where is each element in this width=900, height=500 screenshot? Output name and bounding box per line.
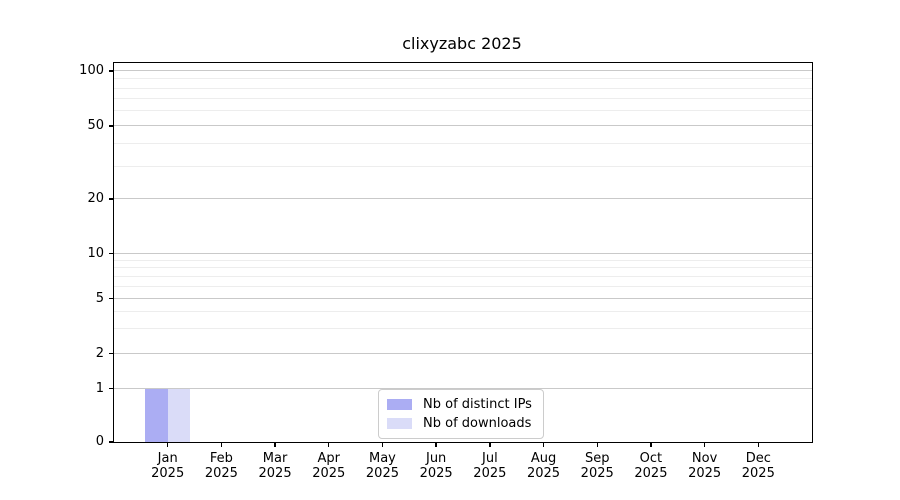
x-tick-label: Sep 2025	[580, 451, 614, 481]
y-tick-mark	[109, 387, 113, 390]
x-tick-label: Aug 2025	[526, 451, 561, 481]
minor-gridline	[114, 259, 812, 261]
y-tick-mark	[109, 253, 113, 255]
major-gridline	[114, 387, 812, 389]
major-gridline	[114, 70, 812, 71]
x-tick-label: Jun 2025	[419, 451, 453, 481]
major-gridline	[114, 297, 812, 299]
chart-title: clixyzabc 2025	[402, 34, 522, 53]
y-tick-mark	[109, 125, 113, 127]
legend-swatch-distinct-ips	[387, 399, 412, 410]
y-tick-label: 2	[95, 345, 104, 361]
x-tick-label: Mar 2025	[258, 451, 292, 481]
x-tick-mark	[596, 443, 598, 447]
x-tick-mark	[166, 443, 169, 447]
minor-gridline	[114, 328, 812, 330]
minor-gridline	[114, 87, 812, 89]
minor-gridline	[114, 285, 812, 287]
plot-area: 0 1 2 5 10 20 50 100 Jan 2025 Feb 2025 Mar 2025 Apr 20…	[79, 62, 813, 481]
major-gridline	[114, 124, 812, 126]
major-gridline	[114, 252, 812, 254]
x-tick-label: Feb 2025	[204, 451, 238, 481]
y-tick-mark	[109, 352, 113, 355]
x-tick-mark	[542, 443, 545, 447]
x-tick-label: May 2025	[365, 451, 399, 481]
x-tick-mark	[703, 443, 706, 447]
minor-gridline	[114, 165, 812, 167]
y-tick-mark	[109, 70, 113, 72]
y-tick-label: 5	[95, 290, 104, 306]
x-tick-mark	[489, 443, 491, 447]
x-tick-label: Jul 2025	[473, 451, 507, 481]
y-tick-label: 1	[95, 380, 104, 396]
y-tick-label: 10	[87, 245, 104, 261]
x-tick-label: Dec 2025	[741, 451, 775, 481]
minor-gridline	[114, 78, 812, 80]
x-tick-label: Nov 2025	[688, 451, 722, 481]
y-tick-label: 0	[95, 434, 104, 449]
bar-downloads	[167, 388, 191, 442]
y-tick-mark	[109, 298, 113, 300]
y-tick-mark	[109, 198, 113, 200]
y-tick-label: 100	[79, 63, 104, 78]
minor-gridline	[114, 110, 812, 112]
x-tick-mark	[274, 443, 276, 447]
x-tick-mark	[757, 443, 759, 447]
x-tick-mark	[435, 443, 437, 447]
y-tick-label: 50	[87, 117, 104, 133]
x-tick-mark	[650, 443, 652, 447]
x-tick-label: Apr 2025	[312, 451, 346, 481]
x-tick-label: Oct 2025	[634, 451, 668, 481]
minor-gridline	[114, 275, 812, 277]
minor-gridline	[114, 311, 812, 313]
bar-distinct-ips	[145, 388, 168, 442]
legend-label-downloads: Nb of downloads	[423, 415, 532, 431]
x-tick-label: Jan 2025	[151, 451, 185, 481]
minor-gridline	[114, 267, 812, 269]
minor-gridline	[114, 142, 812, 144]
legend-swatch-downloads	[387, 418, 412, 429]
x-tick-mark	[328, 443, 330, 447]
y-tick-label: 20	[87, 190, 104, 206]
x-tick-mark	[220, 443, 223, 447]
legend-label-distinct-ips: Nb of distinct IPs	[423, 396, 532, 412]
legend-row-downloads: Nb of downloads	[387, 414, 535, 433]
x-tick-mark	[381, 443, 384, 447]
legend-row-distinct-ips: Nb of distinct IPs	[387, 395, 535, 414]
legend: Nb of distinct IPs Nb of downloads	[378, 389, 544, 439]
minor-gridline	[114, 98, 812, 100]
major-gridline	[114, 352, 812, 354]
major-gridline	[114, 197, 812, 199]
y-tick-mark	[109, 441, 113, 443]
